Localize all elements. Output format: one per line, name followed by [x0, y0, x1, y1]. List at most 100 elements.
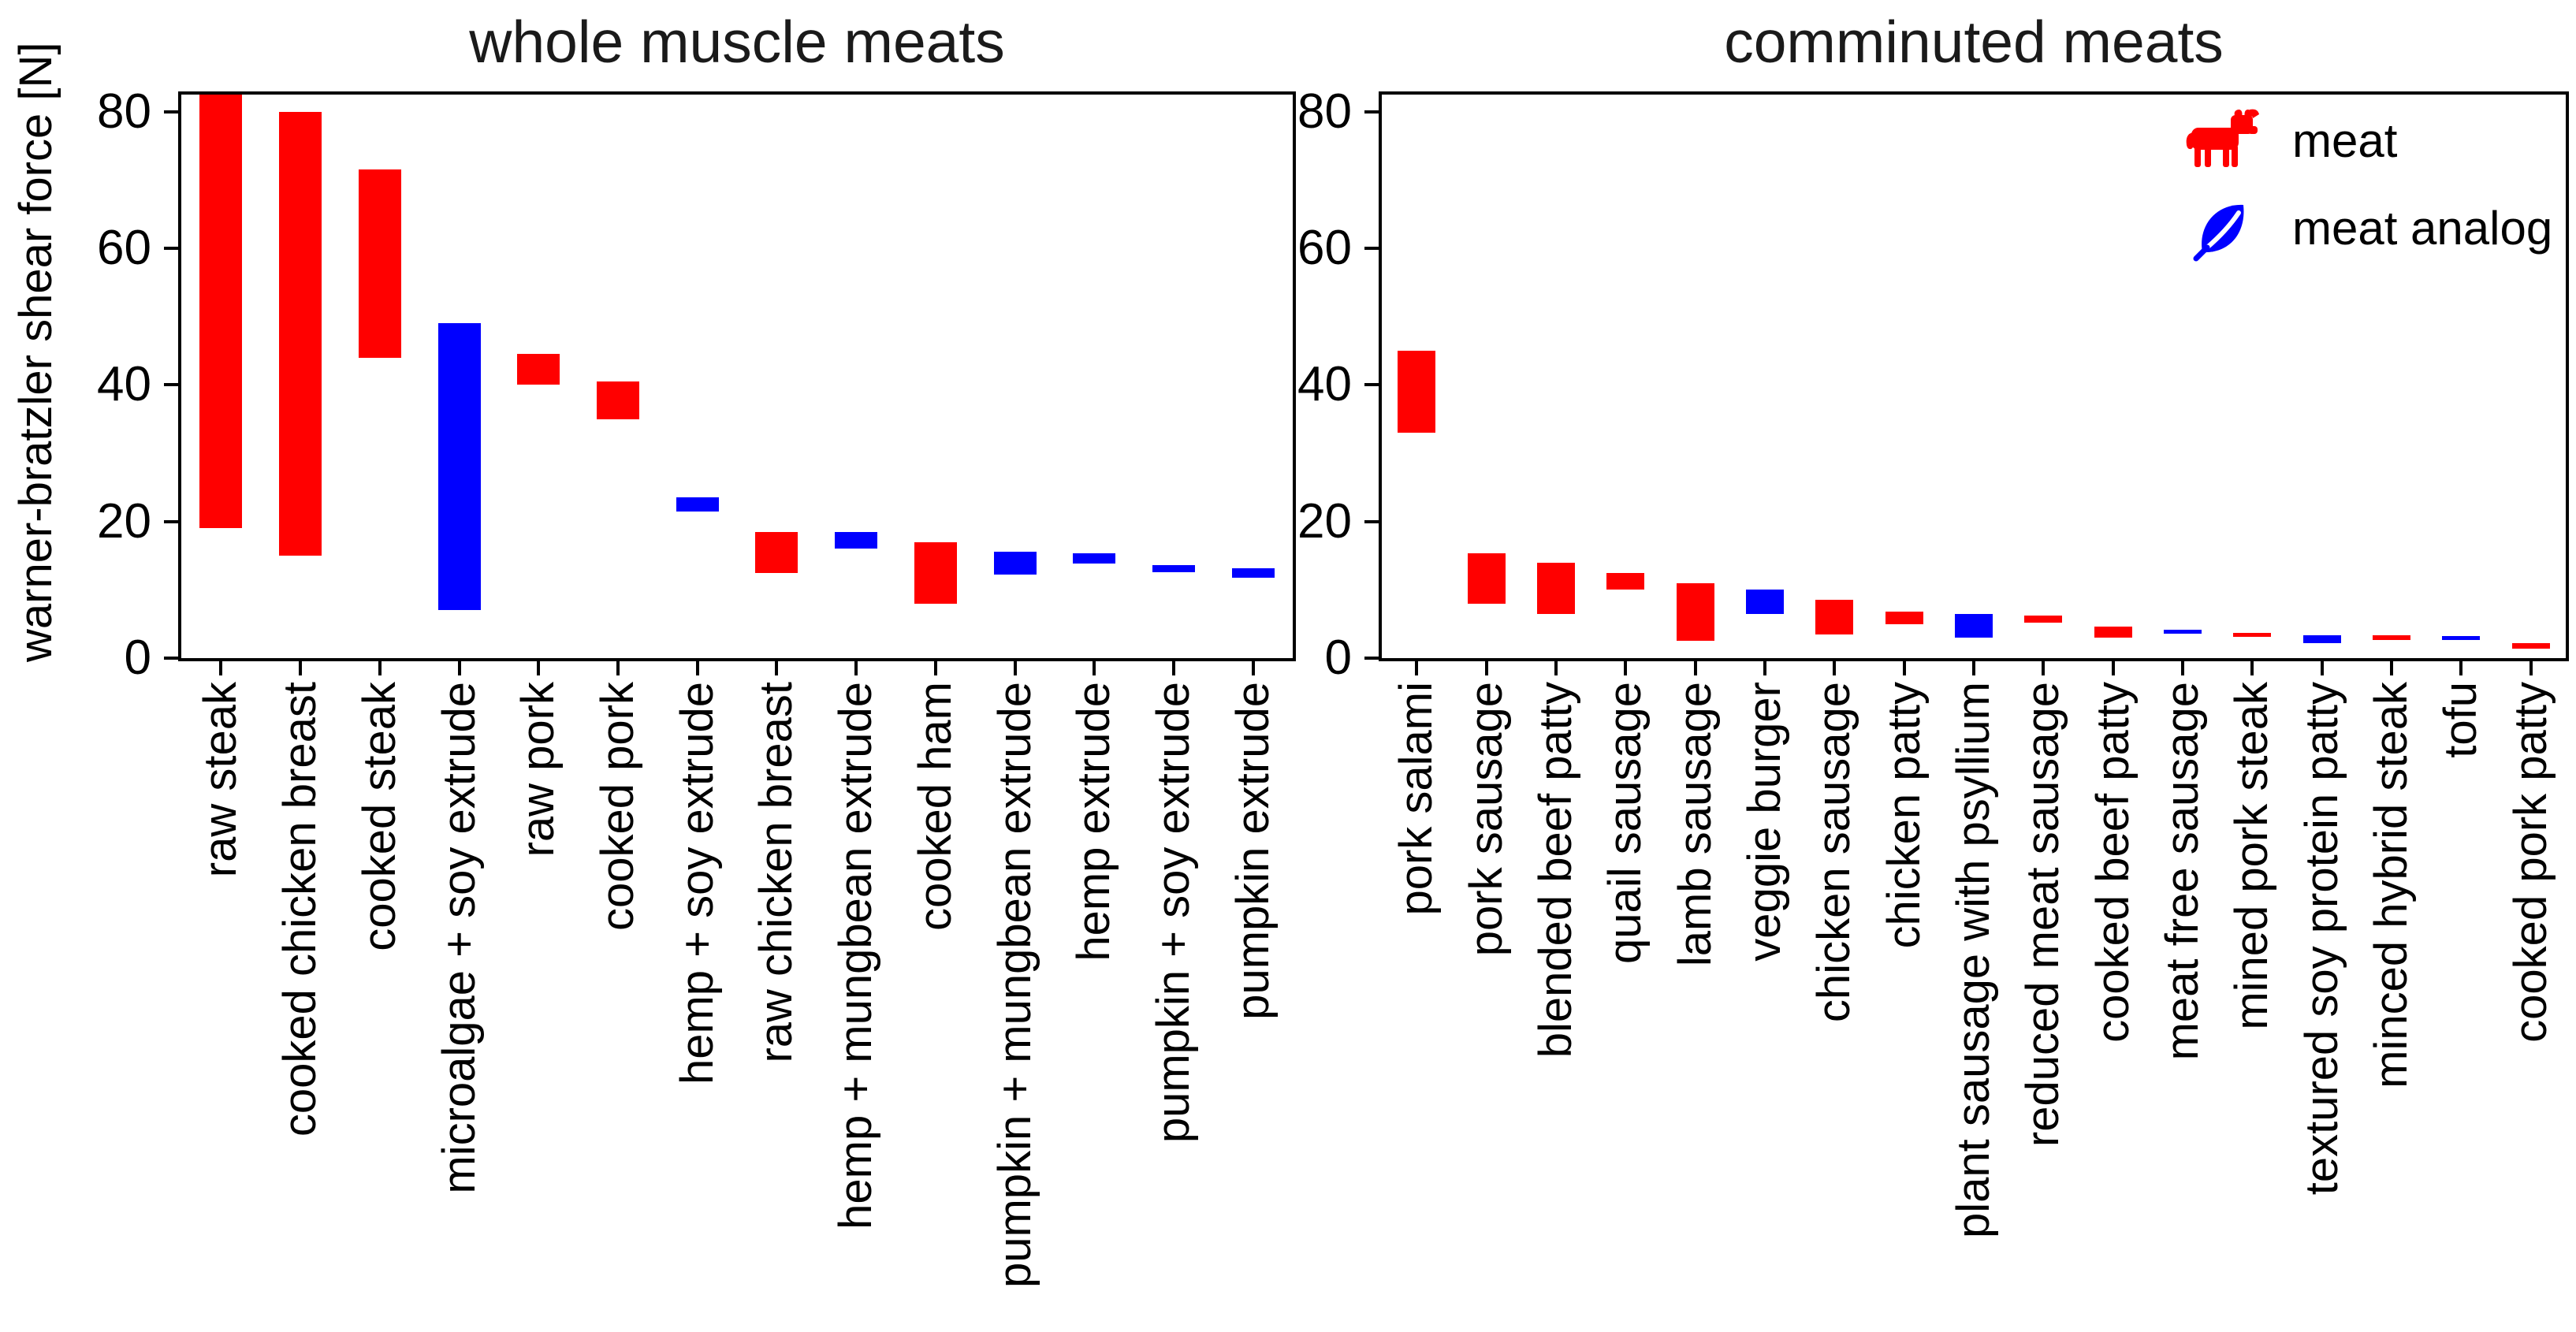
range-bar-hemp-extrude — [1073, 553, 1116, 564]
range-bar-chicken-patty — [1885, 612, 1923, 624]
y-tick — [164, 657, 178, 660]
x-tick — [1624, 661, 1628, 675]
x-tick-label: textured soy protein patty — [2295, 682, 2347, 1196]
range-bar-mined-pork-steak — [2233, 632, 2272, 638]
y-tick-label: 40 — [97, 357, 151, 412]
x-tick — [1484, 661, 1488, 675]
x-tick — [2529, 661, 2533, 675]
x-tick — [775, 661, 779, 675]
x-tick-label: raw pork — [512, 682, 564, 858]
x-tick — [2250, 661, 2254, 675]
range-bar-plant-sausage-with-psyllium — [1955, 613, 1993, 638]
y-tick — [1364, 247, 1379, 250]
x-tick — [1415, 661, 1419, 675]
range-bar-raw-pork — [517, 354, 560, 385]
y-tick-label: 60 — [97, 221, 151, 275]
x-tick-label: chicken patty — [1878, 682, 1930, 949]
x-tick — [2181, 661, 2185, 675]
range-bar-cooked-steak — [358, 169, 401, 358]
x-tick-label: pumpkin + soy extrude — [1147, 682, 1199, 1144]
x-tick — [1902, 661, 1906, 675]
x-tick-label: hemp + soy extrude — [671, 682, 723, 1085]
whole-muscle-meats-plot: 0 20 40 60 80 raw steak cooked chicken breast c… — [97, 87, 1296, 1288]
y-tick-label: 0 — [1324, 631, 1352, 685]
y-tick — [164, 383, 178, 387]
x-tick-label: plant sausage with psyllium — [1948, 682, 1999, 1239]
x-tick-label: reduced meat sausage — [2017, 682, 2069, 1148]
range-bar-raw-steak — [199, 95, 243, 529]
legend-label-meat: meat — [2292, 114, 2398, 167]
right-chart-title: comminuted meats — [1724, 9, 2224, 75]
y-tick-label: 40 — [1297, 357, 1352, 412]
x-tick-label: cooked steak — [353, 682, 405, 951]
x-tick — [1171, 661, 1175, 675]
range-bar-cooked-beef-patty — [2094, 627, 2132, 638]
x-tick-label: cooked ham — [909, 682, 961, 931]
range-bar-pork-salami — [1398, 351, 1436, 433]
y-tick-label: 60 — [1297, 221, 1352, 275]
x-tick-label: blended beef patty — [1529, 682, 1581, 1059]
x-tick-label: hemp + mungbean extrude — [830, 682, 882, 1230]
range-bar-microalgae-soy-extrude — [437, 323, 481, 611]
x-tick-label: pork salami — [1390, 682, 1442, 916]
range-bar-cooked-ham — [914, 541, 957, 604]
x-tick — [933, 661, 937, 675]
x-tick-label: cooked beef patty — [2086, 682, 2139, 1043]
x-tick — [1833, 661, 1837, 675]
range-bar-cooked-chicken-breast — [279, 111, 322, 556]
y-tick-label: 80 — [97, 84, 151, 139]
x-tick-label: veggie burger — [1738, 682, 1790, 962]
x-tick-label: meat free sausage — [2157, 682, 2209, 1061]
x-tick — [537, 661, 541, 675]
range-bar-cooked-pork-patty — [2511, 642, 2550, 649]
range-bar-cooked-pork — [596, 381, 639, 419]
comminuted-meats-plot: meat meat analog 0 20 40 60 80 pork salami por… — [1297, 87, 2569, 1238]
x-tick — [457, 661, 461, 675]
x-tick — [2320, 661, 2324, 675]
cow-icon — [2182, 109, 2264, 173]
x-tick-label: pumpkin extrude — [1227, 682, 1279, 1020]
x-tick — [2042, 661, 2046, 675]
range-bar-chicken-sausage — [1815, 600, 1854, 634]
legend-row-meat: meat — [2182, 109, 2552, 173]
x-tick — [695, 661, 699, 675]
range-bar-textured-soy-protein-patty — [2302, 634, 2341, 643]
range-bar-pumpkin-extrude — [1231, 567, 1275, 578]
x-tick — [1554, 661, 1558, 675]
y-tick — [164, 247, 178, 250]
y-tick — [164, 519, 178, 523]
x-tick-label: chicken sausage — [1808, 682, 1860, 1023]
range-bar-meat-free-sausage — [2164, 629, 2202, 634]
x-tick — [854, 661, 858, 675]
x-tick — [1093, 661, 1096, 675]
range-bar-minced-hybrid-steak — [2373, 635, 2411, 641]
range-bar-lamb-sausage — [1676, 582, 1714, 642]
x-tick — [2459, 661, 2463, 675]
x-tick — [1251, 661, 1255, 675]
range-bar-hemp-mungbean-extrude — [835, 531, 878, 549]
x-tick — [2111, 661, 2115, 675]
range-bar-quail-sausage — [1606, 572, 1645, 590]
x-tick-label: quail sausage — [1599, 682, 1651, 964]
range-bar-reduced-meat-sausage — [2024, 616, 2063, 623]
range-bar-veggie-burger — [1745, 590, 1784, 614]
x-tick — [1693, 661, 1697, 675]
legend: meat meat analog — [2182, 109, 2552, 262]
x-tick-label: cooked chicken breast — [274, 682, 326, 1137]
range-bar-tofu — [2442, 636, 2481, 640]
x-tick — [2390, 661, 2394, 675]
range-bar-pumpkin-mungbean-extrude — [993, 551, 1037, 575]
x-tick-label: pumpkin + mungbean extrude — [988, 682, 1040, 1289]
x-tick — [616, 661, 620, 675]
x-tick-label: tofu — [2435, 682, 2487, 758]
y-tick-label: 20 — [1297, 493, 1352, 549]
x-tick — [1972, 661, 1975, 675]
x-tick-label: mined pork steak — [2226, 682, 2278, 1030]
x-tick — [1763, 661, 1766, 675]
left-chart-title: whole muscle meats — [469, 9, 1005, 75]
x-tick — [219, 661, 223, 675]
leaf-icon — [2182, 195, 2264, 262]
legend-label-meat-analog: meat analog — [2292, 202, 2553, 255]
x-tick — [378, 661, 382, 675]
